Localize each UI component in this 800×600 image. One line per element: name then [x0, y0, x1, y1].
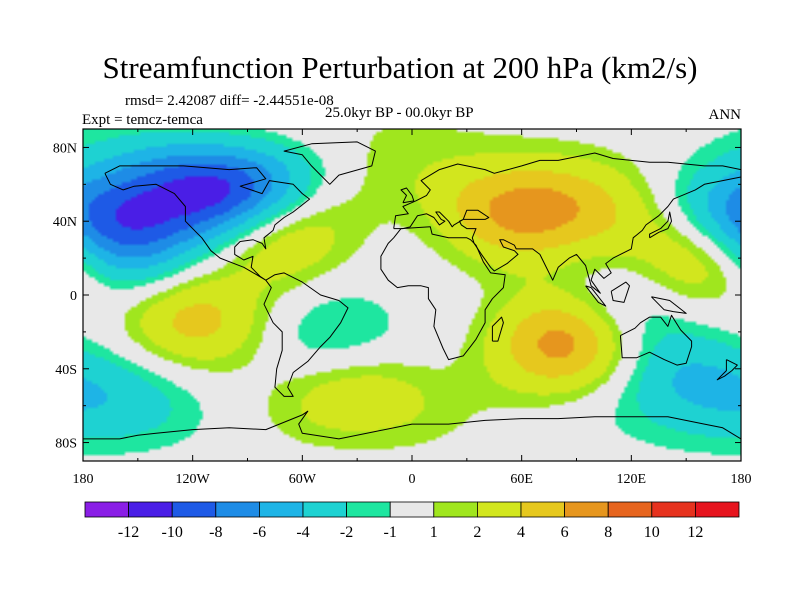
- season-label: ANN: [708, 107, 742, 123]
- colorbar-label: 12: [687, 524, 703, 541]
- colorbar-label: -1: [384, 524, 397, 541]
- colorbar-label: -10: [162, 524, 183, 541]
- colorbar-label: -4: [296, 524, 309, 541]
- colorbar-swatch: [84, 501, 129, 518]
- colorbar-label: -2: [340, 524, 353, 541]
- north-america-coast: [104, 165, 311, 281]
- uk-coast: [400, 187, 415, 204]
- colorbar-swatch: [389, 501, 435, 518]
- lon-label: 180: [73, 472, 94, 487]
- colorbar-label: -12: [118, 524, 139, 541]
- lon-label: 120W: [176, 472, 211, 487]
- antarctica-coast: [83, 410, 741, 440]
- colorbar-swatch: [346, 501, 391, 518]
- colorbar-swatch: [476, 501, 522, 518]
- period-label: 25.0kyr BP - 00.0kyr BP: [325, 105, 474, 121]
- colorbar-swatch: [564, 501, 609, 518]
- lat-label: 80S: [55, 437, 77, 452]
- colorbar-label: -8: [209, 524, 222, 541]
- streamfunction-field: [83, 129, 741, 461]
- experiment-label: Expt = temcz-temca: [82, 112, 203, 128]
- lon-label: 0: [409, 472, 416, 487]
- colorbar-swatch: [258, 501, 304, 518]
- colorbar-swatch: [215, 501, 260, 518]
- axis-ticks: 80N 40N 0 40S 80S 180 120W 60W 0 60E 120E 180: [53, 129, 752, 487]
- colorbar-swatch: [607, 501, 653, 518]
- coastlines: [83, 141, 741, 440]
- new-guinea-coast: [651, 296, 687, 314]
- lat-label: 40S: [55, 363, 77, 378]
- lon-label: 120E: [617, 472, 647, 487]
- lon-label: 60E: [510, 472, 533, 487]
- new-zealand-coast: [716, 359, 738, 381]
- colorbar-label: 4: [517, 524, 525, 541]
- greenland-coast: [283, 141, 376, 185]
- colorbar-swatch: [128, 501, 173, 518]
- lat-label: 40N: [53, 215, 77, 230]
- colorbar-label: 2: [473, 524, 481, 541]
- madagascar-coast: [491, 316, 504, 342]
- japan-coast: [649, 211, 672, 239]
- colorbar-swatch: [651, 501, 696, 518]
- colorbar-swatch: [433, 501, 478, 518]
- sumatra-coast: [585, 285, 607, 307]
- colorbar-swatch: [171, 501, 217, 518]
- colorbar-label: 10: [644, 524, 660, 541]
- borneo-coast: [610, 281, 630, 303]
- colorbar-label: 8: [604, 524, 612, 541]
- colorbar-swatch: [695, 501, 740, 518]
- africa-coast: [380, 226, 506, 361]
- colorbar: -12 -10 -8 -6 -4 -2 -1 1 2 4 6 8 10 12: [84, 501, 740, 541]
- lon-label: 60W: [289, 472, 317, 487]
- colorbar-swatch: [302, 501, 347, 518]
- colorbar-label: 1: [430, 524, 438, 541]
- eurasia-coast: [393, 152, 741, 294]
- colorbar-label: -6: [253, 524, 266, 541]
- lon-label: 180: [731, 472, 752, 487]
- stats-label: rmsd= 2.42087 diff= -2.44551e-08: [125, 93, 334, 109]
- colorbar-swatch: [520, 501, 565, 518]
- plot-title: Streamfunction Perturbation at 200 hPa (…: [102, 50, 698, 85]
- south-america-coast: [263, 272, 349, 397]
- colorbar-label: 6: [561, 524, 569, 541]
- lat-label: 0: [70, 289, 77, 304]
- australia-coast: [619, 314, 693, 366]
- lat-label: 80N: [53, 141, 77, 156]
